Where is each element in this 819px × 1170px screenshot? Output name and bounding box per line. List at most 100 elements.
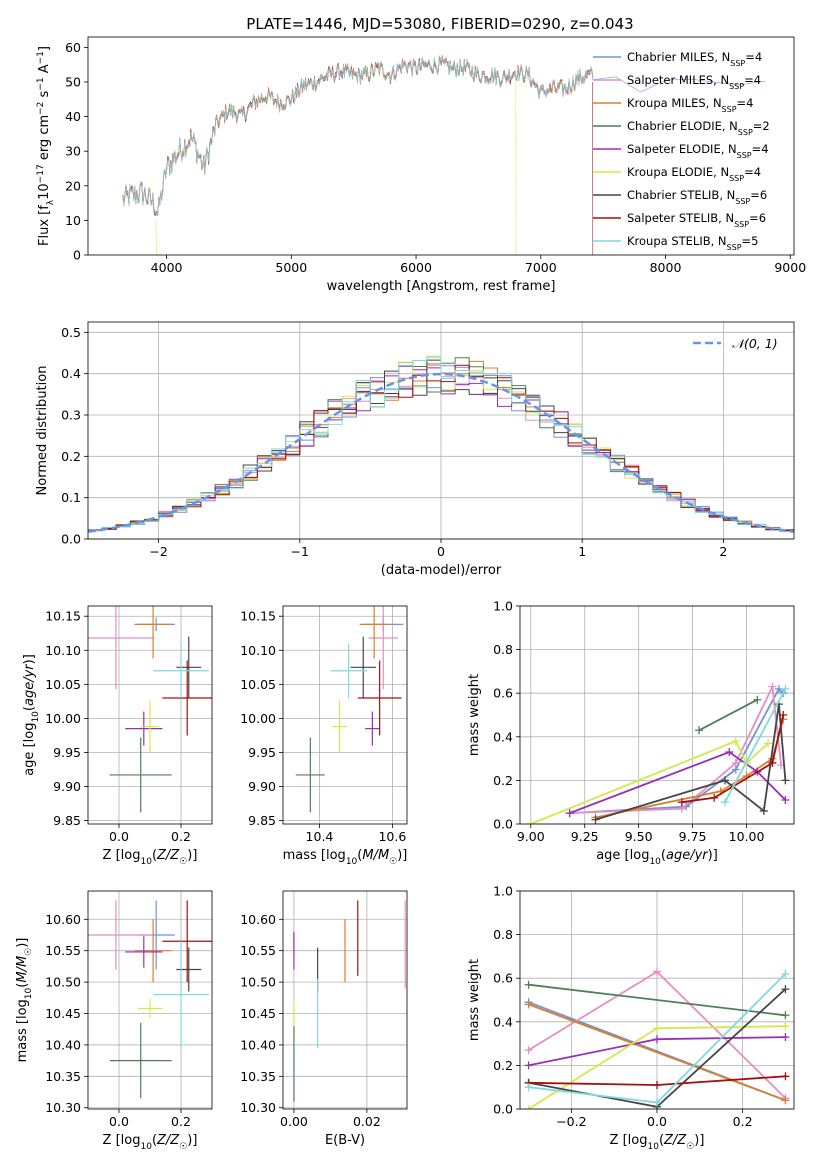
legend-label: Salpeter MILES, NSSP=4: [627, 73, 761, 91]
y-tick-label: 0.4: [61, 366, 81, 381]
y-tick-label: 10.35: [45, 1069, 81, 1084]
age-z-x-label: Z [log10(Z/Z☉)]: [103, 848, 198, 867]
errorbar-salpeter-stelib: [162, 900, 212, 983]
x-tick-label: 6000: [400, 260, 432, 275]
weight-line-salpeter-elodie: [569, 751, 787, 814]
y-tick-label: 10.05: [240, 677, 276, 692]
y-tick-label: 10.00: [45, 711, 81, 726]
y-tick-label: 0.6: [493, 971, 513, 986]
plot-area-age_vs_mass: [295, 606, 404, 813]
weight-marker: [524, 1105, 533, 1109]
weight-marker: [591, 815, 600, 824]
spectrum-line-kroupa-stelib: [122, 54, 594, 215]
errorbar-kroupa-stelib: [330, 643, 367, 698]
errorbar-kroupa-stelib: [153, 941, 209, 1049]
x-tick-label: 0: [437, 544, 445, 559]
spectrum-x-label: wavelength [Angstrom, rest frame]: [327, 279, 556, 294]
weight-marker: [526, 820, 535, 824]
weight-marker: [731, 737, 740, 746]
x-tick-label: 5000: [275, 260, 307, 275]
y-tick-label: 10: [65, 213, 81, 228]
weight-marker: [753, 695, 762, 704]
x-tick-label: 4000: [151, 260, 183, 275]
errorbar-salpeter-elodie: [125, 936, 163, 968]
x-tick-label: 9000: [774, 260, 806, 275]
weight-marker: [677, 798, 686, 807]
age-z-y-label: age [log10(age/yr)]: [22, 654, 41, 776]
legend-label: Salpeter ELODIE, NSSP=4: [627, 142, 769, 160]
errorbar-chabrier-elodie: [295, 737, 325, 813]
y-tick-label: 0.0: [61, 532, 81, 547]
y-tick-label: 10.40: [240, 1037, 276, 1052]
errorbar-chabrier-stelib: [176, 636, 202, 698]
y-tick-label: 0.0: [493, 817, 513, 832]
weight-marker: [781, 1022, 790, 1031]
figure-title: PLATE=1446, MJD=53080, FIBERID=0290, z=0…: [246, 15, 633, 33]
x-tick-label: 9.00: [517, 829, 545, 844]
errorbar-salpeter-miles: [88, 606, 154, 690]
y-tick-label: 0.4: [493, 1014, 513, 1029]
weight-marker: [695, 726, 704, 735]
mass-ebv-x-label: E(B-V): [325, 1133, 365, 1148]
weight-marker: [781, 1011, 790, 1020]
x-tick-label: 0.0: [109, 1114, 129, 1129]
axes-frame: [87, 36, 795, 256]
x-tick-label: 9.75: [679, 829, 707, 844]
x-tick-label: 0.0: [109, 829, 129, 844]
weight-marker: [524, 1061, 533, 1070]
weight-marker: [653, 1024, 661, 1033]
errorbar-salpeter-elodie: [365, 711, 380, 746]
plot-area-mass_vs_Z: [88, 900, 212, 1099]
y-tick-label: 10.55: [240, 943, 276, 958]
weight-marker: [524, 1000, 533, 1009]
x-tick-label: 2: [719, 544, 727, 559]
weight-marker: [759, 806, 768, 815]
errorbar-salpeter-stelib: [162, 660, 212, 736]
weight-line-chabrier-elodie: [698, 698, 758, 732]
weight-marker: [768, 682, 777, 691]
y-tick-label: 60: [65, 40, 81, 55]
y-tick-label: 9.90: [248, 779, 276, 794]
x-tick-label: 0.00: [280, 1114, 308, 1129]
weight-marker: [781, 1033, 790, 1042]
y-tick-label: 9.85: [248, 813, 276, 828]
weight-marker: [764, 739, 773, 748]
errorbar-kroupa-elodie: [137, 999, 163, 1018]
weight-marker: [781, 969, 790, 978]
y-tick-label: 0.6: [493, 686, 513, 701]
y-tick-label: 10.50: [240, 975, 276, 990]
errorbar-salpeter-miles: [88, 900, 154, 970]
y-tick-label: 1.0: [493, 884, 513, 899]
panel-mass_weight_vs_Z: −0.2 0.0 0.2 0.0 0.2 0.4 0.6 0.8 1.0 Z [log10(Z/Z…: [467, 884, 795, 1152]
axes-frame: [519, 605, 795, 825]
legend-label: Kroupa STELIB, NSSP=5: [627, 234, 758, 252]
weight-marker: [731, 758, 740, 767]
errorbar-kroupa-miles: [359, 606, 389, 659]
x-tick-label: 8000: [650, 260, 682, 275]
weight-marker: [524, 980, 533, 989]
y-tick-label: 1.0: [493, 599, 513, 614]
spectrum-y-label: Flux [fλ10−17 erg cm−2 s−1 A−1]: [36, 46, 56, 246]
y-tick-label: 10.45: [240, 1006, 276, 1021]
y-tick-label: 30: [65, 144, 81, 159]
weight-marker: [565, 809, 574, 818]
weight-marker: [781, 985, 790, 994]
plot-area-spectrum: [122, 54, 766, 255]
errorbar-kroupa-elodie: [140, 700, 160, 753]
x-tick-label: 10.4: [306, 829, 334, 844]
weight-marker: [781, 684, 790, 693]
weight-marker: [779, 711, 788, 719]
normal-curve: [88, 372, 794, 534]
axes-frame: [87, 890, 213, 1110]
panel-mass_vs_Z: 0.0 0.2 10.30 10.35 10.40 10.45 10.50 10.55 10.6…: [15, 890, 213, 1152]
weight-marker: [653, 1081, 661, 1090]
y-tick-label: 0.8: [493, 642, 513, 657]
y-tick-label: 10.00: [240, 711, 276, 726]
weight-z-y-label: mass weight: [467, 959, 482, 1041]
weight-marker: [653, 967, 661, 976]
residual-x-label: (data-model)/error: [381, 563, 502, 578]
weight-age-x-label: age [log10(age/yr)]: [596, 848, 718, 867]
axes-frame: [87, 321, 795, 540]
legend-label: Kroupa ELODIE, NSSP=4: [627, 165, 761, 183]
